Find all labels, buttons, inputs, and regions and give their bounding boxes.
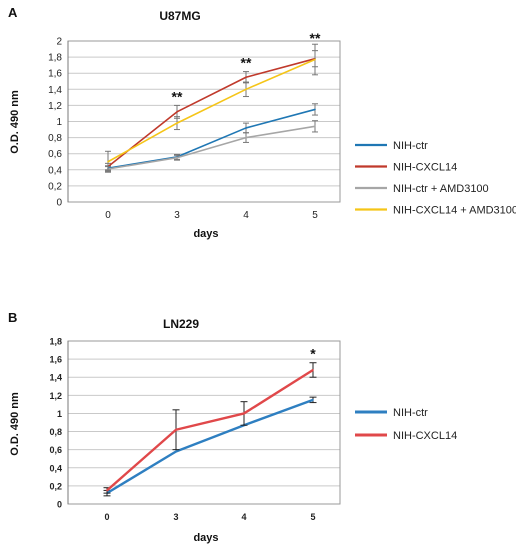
significance-marker: ** <box>241 55 252 71</box>
chart-panel-B: B LN229 0 0,2 0,4 0,6 0,8 1 1,2 1,4 1,6 1,8 0 3 4 5 days… <box>8 310 457 544</box>
legend-label: NIH-ctr <box>393 140 428 152</box>
data-point <box>245 88 247 91</box>
data-point <box>175 428 177 431</box>
y-tick-label: 1,8 <box>49 337 62 347</box>
x-tick-label: 0 <box>105 210 111 221</box>
series-line <box>106 398 314 495</box>
y-tick-label: 0 <box>56 198 62 209</box>
significance-marker: ** <box>310 30 321 46</box>
series-line <box>107 125 316 170</box>
legend-label: NIH-ctr + AMD3100 <box>393 183 489 195</box>
panel-letter: B <box>8 310 17 325</box>
y-axis-title: O.D. 490 nm <box>9 90 21 154</box>
data-point <box>175 450 177 453</box>
x-tick-label: 4 <box>243 210 249 221</box>
data-point <box>176 111 178 113</box>
legend-label: NIH-CXCL14 <box>393 430 457 442</box>
x-tick-label: 3 <box>173 512 178 522</box>
chart-title: LN229 <box>163 317 199 331</box>
data-point <box>245 76 247 79</box>
x-tick-label: 4 <box>241 512 246 522</box>
x-axis-title: days <box>193 228 218 240</box>
y-tick-label: 1 <box>56 117 62 128</box>
series-line <box>107 108 316 169</box>
y-tick-label: 1,2 <box>49 391 62 401</box>
data-point <box>176 122 178 124</box>
data-point <box>312 369 314 371</box>
y-tick-label: 1,8 <box>48 53 62 64</box>
chart-title: U87MG <box>159 9 200 23</box>
series-line <box>106 368 314 492</box>
chart-panel-A: A U87MG 0 0,2 0,4 0,6 0,8 1 1,2 1,4 1,6 1,8 2 0 3 4 5 day… <box>8 5 516 240</box>
series-3 <box>105 43 318 173</box>
x-tick-label: 3 <box>174 210 180 221</box>
series-line <box>107 58 316 163</box>
y-tick-label: 0,4 <box>48 165 62 176</box>
x-tick-label: 0 <box>104 512 109 522</box>
x-tick-label: 5 <box>312 210 318 221</box>
data-point <box>245 127 247 129</box>
data-point <box>245 136 247 139</box>
series-1 <box>103 362 317 494</box>
significance-marker: ** <box>172 88 183 104</box>
data-point <box>314 125 316 128</box>
data-point <box>243 412 245 415</box>
significance-marker: * <box>310 346 316 362</box>
data-point <box>107 160 109 163</box>
y-tick-label: 0,2 <box>49 481 62 491</box>
x-tick-label: 5 <box>310 512 315 522</box>
y-tick-label: 0,8 <box>49 427 62 437</box>
y-tick-label: 0,4 <box>49 463 62 473</box>
data-point <box>106 489 108 492</box>
y-tick-label: 1,4 <box>48 85 62 96</box>
data-point <box>312 399 314 401</box>
y-tick-label: 0,6 <box>48 149 62 160</box>
data-point <box>314 108 316 111</box>
panel-letter: A <box>8 5 18 20</box>
data-point <box>176 156 178 159</box>
y-tick-label: 0 <box>57 500 62 510</box>
y-tick-label: 2 <box>56 37 62 48</box>
y-tick-label: 1,2 <box>48 101 62 112</box>
y-tick-label: 0,8 <box>48 133 62 144</box>
series-line <box>107 57 316 168</box>
legend-label: NIH-ctr <box>393 407 428 419</box>
y-tick-label: 1 <box>57 409 62 419</box>
y-tick-label: 1,4 <box>49 373 62 383</box>
series-1 <box>105 50 318 171</box>
y-tick-label: 1,6 <box>49 355 62 365</box>
y-tick-label: 0,2 <box>48 181 62 192</box>
y-tick-label: 1,6 <box>48 69 62 80</box>
legend-label: NIH-CXCL14 <box>393 162 457 174</box>
y-axis-title: O.D. 490 nm <box>9 392 21 456</box>
series-0 <box>103 396 317 497</box>
legend-label: NIH-CXCL14 + AMD3100 <box>393 205 516 217</box>
data-point <box>314 58 316 61</box>
y-tick-label: 0,6 <box>49 445 62 455</box>
x-axis-title: days <box>193 532 218 544</box>
